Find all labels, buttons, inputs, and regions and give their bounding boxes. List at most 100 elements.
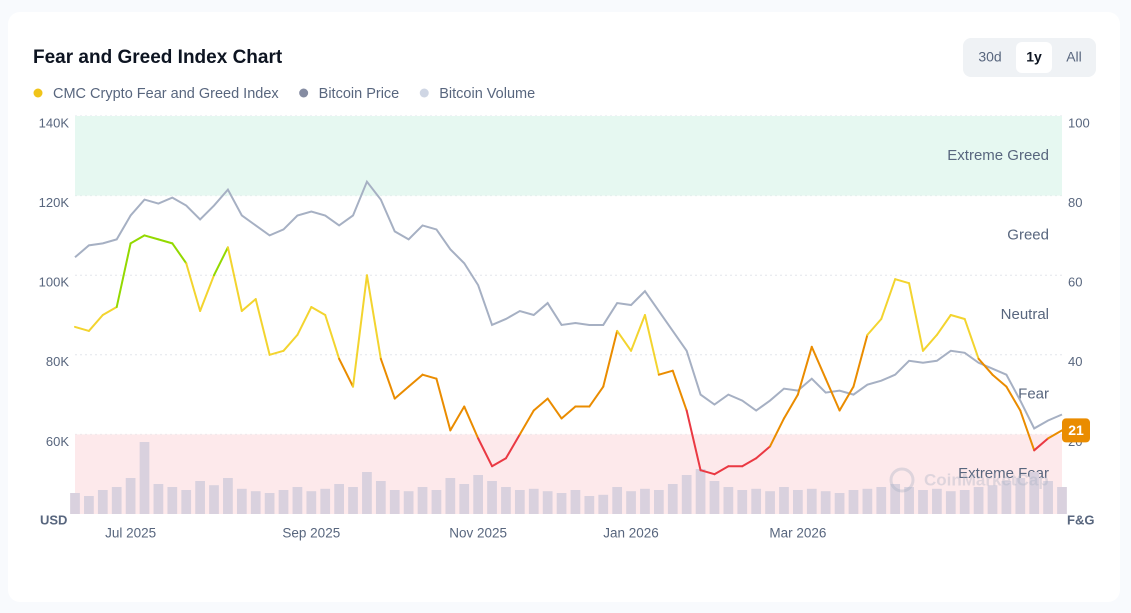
watermark: CoinMarketCap [924, 470, 1049, 489]
volume-bar [1015, 478, 1026, 514]
volume-bar [459, 484, 470, 514]
volume-bar [987, 485, 998, 514]
chart-title: Fear and Greed Index Chart [33, 47, 283, 68]
index-line-segment [282, 333, 299, 352]
volume-bar [223, 478, 233, 514]
volume-bar [598, 494, 609, 514]
range-button-bg[interactable] [1016, 42, 1052, 73]
volume-bar [542, 491, 553, 514]
volume-bar [695, 469, 706, 514]
zone-label: Extreme Greed [947, 147, 1049, 164]
index-line-segment [657, 369, 674, 376]
index-line-segment [1047, 429, 1063, 440]
latest-badge [1062, 418, 1090, 443]
volume-bar [973, 487, 984, 514]
index-line-segment [713, 465, 730, 476]
volume-bar [250, 491, 261, 514]
index-line-segment [546, 397, 563, 420]
index-line-segment [671, 369, 688, 412]
index-line-segment [685, 409, 702, 472]
index-line-segment [338, 357, 355, 388]
volume-bar [862, 488, 873, 514]
index-line-segment [435, 377, 452, 432]
y-unit: USD [40, 512, 67, 527]
volume-bar [111, 487, 122, 514]
index-line-segment [755, 445, 772, 460]
volume-bar [959, 490, 970, 514]
range-button[interactable]: 30d [978, 49, 1001, 65]
index-line-segment [977, 357, 994, 376]
index-line-segment [213, 246, 229, 277]
y2-tick-label: 60 [1068, 275, 1082, 290]
index-line-segment [115, 242, 132, 309]
index-line-segment [699, 469, 716, 476]
volume-bar [1043, 481, 1053, 514]
index-line-segment [921, 333, 938, 352]
index-line-segment [393, 385, 410, 400]
volume-bar [626, 491, 636, 514]
volume-bar [70, 493, 80, 514]
index-line-segment [908, 282, 924, 352]
y2-unit: F&G [1067, 512, 1094, 527]
volume-bar [806, 488, 817, 514]
index-line-segment [935, 314, 952, 336]
latest-value: 21 [1068, 422, 1084, 438]
volume-bar [945, 491, 956, 514]
index-line-segment [254, 298, 271, 356]
index-line-segment [101, 306, 118, 316]
volume-bar [1029, 472, 1040, 514]
index-line-segment [741, 457, 758, 468]
x-tick-label: Jan 2026 [603, 526, 659, 541]
x-tick-label: Jul 2025 [105, 526, 156, 541]
volume-bar [139, 442, 150, 514]
volume-bar [389, 490, 400, 514]
x-tick-label: Sep 2025 [282, 526, 340, 541]
index-line-segment [866, 317, 883, 336]
volume-bar [320, 488, 331, 514]
index-line-segment [894, 278, 911, 285]
index-line-segment [796, 345, 813, 396]
volume-bar [417, 487, 428, 514]
index-line-segment [782, 393, 799, 420]
volume-bar [1057, 487, 1067, 514]
volume-bar [264, 493, 275, 514]
volume-bar [612, 487, 623, 514]
index-line-segment [880, 278, 897, 320]
volume-bar [793, 490, 803, 514]
index-line-segment [240, 298, 257, 313]
volume-bar [1001, 481, 1012, 514]
volume-bar [375, 481, 386, 514]
index-line-segment [463, 405, 480, 440]
index-line-segment [991, 373, 1008, 388]
index-line-segment [365, 274, 382, 360]
index-line-segment [1005, 385, 1022, 412]
volume-bar [153, 484, 164, 514]
volume-bar [167, 487, 178, 514]
index-line-segment [143, 234, 160, 241]
volume-bar [334, 484, 344, 514]
volume-bar [723, 487, 734, 514]
volume-bar [84, 496, 94, 514]
volume-bar [431, 490, 442, 514]
y-tick-label: 60K [46, 434, 69, 449]
x-tick-label: Mar 2026 [769, 526, 826, 541]
volume-bar [528, 488, 539, 514]
x-tick-label: Nov 2025 [449, 526, 507, 541]
volume-bar [348, 487, 358, 514]
range-button[interactable]: 1y [1026, 49, 1042, 65]
volume-bar [278, 490, 289, 514]
index-line-segment [560, 405, 577, 420]
volume-bar [709, 481, 720, 514]
range-button[interactable]: All [1066, 49, 1082, 65]
index-line-segment [810, 345, 827, 380]
index-line-segment [226, 246, 243, 313]
volume-bar [501, 487, 511, 514]
zone-label: Fear [1018, 386, 1049, 403]
zone-label: Greed [1007, 226, 1049, 243]
zone-label: Extreme Fear [958, 465, 1049, 482]
index-line-segment [1033, 437, 1050, 452]
volume-bar [473, 475, 484, 514]
zone-label: Neutral [1001, 306, 1049, 323]
volume-bar [487, 481, 497, 514]
